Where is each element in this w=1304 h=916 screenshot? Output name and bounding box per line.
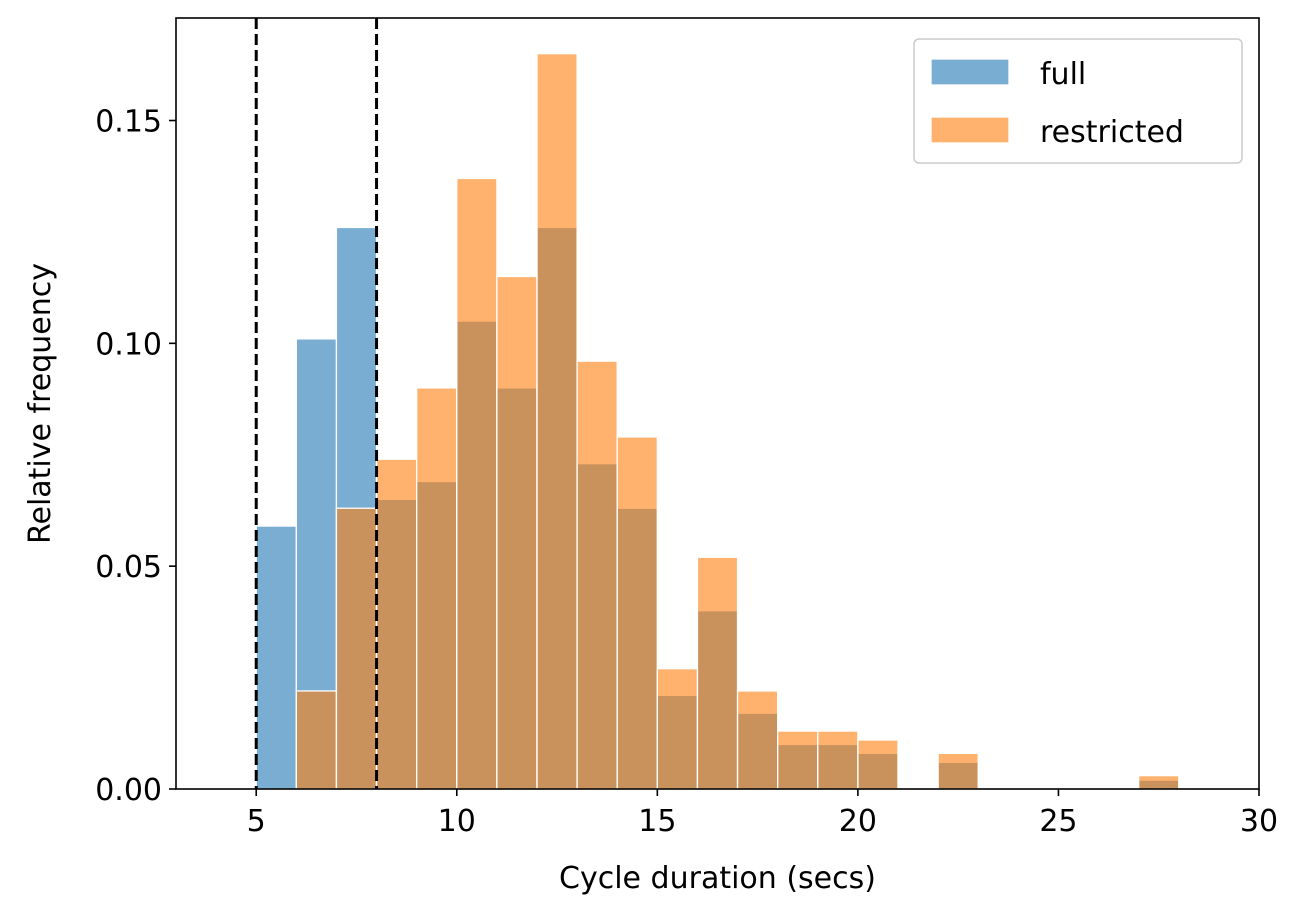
bar-full-5 [255,525,297,790]
bar-restricted-12 [536,53,578,790]
bar-restricted-13 [576,360,618,790]
x-tick-label: 20 [839,804,877,839]
bar-restricted-11 [496,275,538,790]
legend: full restricted [913,38,1243,164]
legend-label-full: full [1040,57,1086,92]
legend-label-restricted: restricted [1040,115,1184,150]
y-axis-ticks: 0.00 0.05 0.10 0.15 [95,105,176,808]
bar-restricted-6 [295,690,338,790]
y-axis-label: Relative frequency [23,263,58,544]
bar-restricted-27 [1138,774,1180,790]
y-tick-label: 0.00 [95,773,162,808]
series-restricted-bars [295,53,1180,790]
x-tick-label: 15 [638,804,676,839]
y-tick-label: 0.05 [95,550,162,585]
legend-swatch-restricted [930,116,1010,144]
y-tick-label: 0.10 [95,327,162,362]
bar-restricted-20 [857,739,899,790]
bar-restricted-15 [656,668,699,790]
threshold-lines [254,18,379,789]
bar-restricted-16 [696,556,739,790]
x-axis-ticks: 5 10 15 20 25 30 [247,789,1278,839]
bar-restricted-10 [456,177,498,790]
bar-restricted-22 [937,752,979,790]
y-tick-label: 0.15 [95,105,162,140]
bar-restricted-18 [777,730,819,790]
x-tick-label: 30 [1240,804,1278,839]
x-tick-label: 10 [438,804,476,839]
legend-swatch-full [930,58,1010,86]
bar-restricted-7 [335,507,378,790]
bar-restricted-8 [375,458,418,790]
bar-restricted-17 [736,690,779,790]
bar-restricted-14 [616,436,658,790]
bar-restricted-19 [817,730,859,790]
x-axis-label: Cycle duration (secs) [559,861,876,896]
x-tick-label: 5 [247,804,266,839]
bar-restricted-9 [416,387,458,790]
x-tick-label: 25 [1039,804,1077,839]
plot-frame [175,17,1260,790]
